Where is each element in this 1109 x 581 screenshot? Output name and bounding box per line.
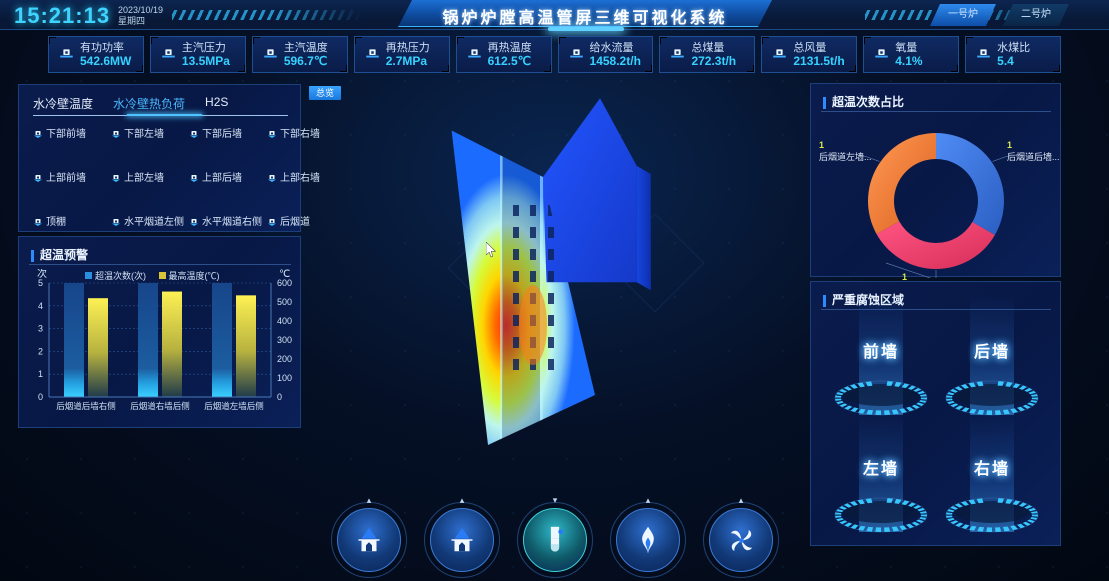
svg-text:1: 1 xyxy=(38,369,43,379)
svg-text:300: 300 xyxy=(277,335,292,345)
svg-text:后烟道左墙后侧: 后烟道左墙后侧 xyxy=(204,401,264,411)
svg-text:200: 200 xyxy=(277,354,292,364)
svg-text:100: 100 xyxy=(277,373,292,383)
svg-text:3: 3 xyxy=(38,324,43,334)
svg-text:400: 400 xyxy=(277,316,292,326)
svg-text:后烟道右墙后侧: 后烟道右墙后侧 xyxy=(130,401,190,411)
svg-text:后烟道后墙右侧: 后烟道后墙右侧 xyxy=(56,401,116,411)
svg-text:2: 2 xyxy=(38,346,43,356)
svg-text:0: 0 xyxy=(277,392,282,402)
svg-text:0: 0 xyxy=(38,392,43,402)
svg-text:次: 次 xyxy=(37,269,47,280)
svg-text:4: 4 xyxy=(38,301,43,311)
svg-text:℃: ℃ xyxy=(279,269,290,280)
svg-text:500: 500 xyxy=(277,297,292,307)
